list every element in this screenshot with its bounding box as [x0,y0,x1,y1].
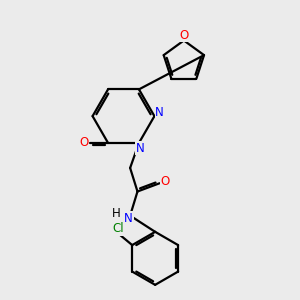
Text: O: O [180,29,189,42]
Text: N: N [155,106,164,119]
Text: O: O [161,175,170,188]
Text: Cl: Cl [112,222,124,236]
Text: N: N [136,142,145,155]
Text: N: N [124,212,133,225]
Text: H: H [112,207,120,220]
Text: O: O [79,136,88,149]
